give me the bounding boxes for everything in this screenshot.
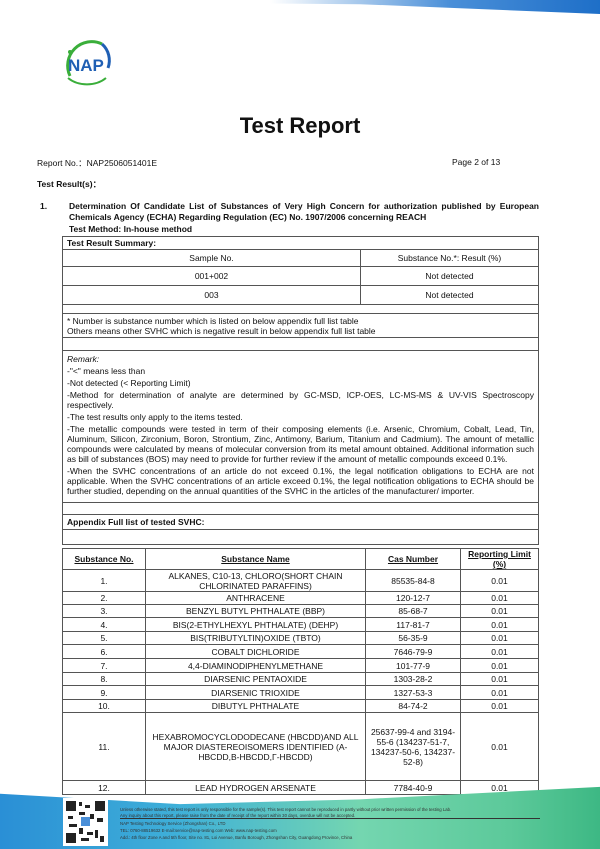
table-cell: 6. (62, 644, 146, 659)
table-cell: 0.01 (460, 604, 539, 618)
table-row: 003 Not detected (62, 285, 539, 305)
table-cell: 7646-79-9 (365, 644, 461, 659)
table-cell: 5. (62, 631, 146, 645)
col-header: Reporting Limit (%) (460, 548, 539, 570)
footer-disclaimer: Unless otherwise stated, this test repor… (120, 807, 452, 812)
table-cell: BIS(TRIBUTYLTIN)OXIDE (TBTO) (145, 631, 366, 645)
table-row: 12. LEAD HYDROGEN ARSENATE 7784-40-9 0.01 (62, 780, 539, 795)
table-row: 4. BIS(2-ETHYLHEXYL PHTHALATE) (DEHP) 117-… (62, 617, 539, 632)
table-cell: 11. (62, 712, 146, 781)
table-cell: 7. (62, 658, 146, 673)
table-cell: 0.01 (460, 712, 539, 781)
qr-code (63, 798, 108, 846)
table-row: 8. DIARSENIC PENTAOXIDE 1303-28-2 0.01 (62, 672, 539, 686)
page-number: Page 2 of 13 (452, 157, 501, 167)
section-number: 1. (40, 201, 48, 211)
table-row: 5. BIS(TRIBUTYLTIN)OXIDE (TBTO) 56-35-9 0.0… (62, 631, 539, 645)
table-cell: 0.01 (460, 672, 539, 686)
footer-disclaimer: Any inquiry about this report, please ra… (120, 813, 540, 819)
table-cell: 56-35-9 (365, 631, 461, 645)
table-cell: 1303-28-2 (365, 672, 461, 686)
table-cell: 4. (62, 617, 146, 632)
footer-contact: TEL: 0760-88519632 E-mail:service@nap-te… (120, 828, 277, 833)
table-cell: 0.01 (460, 569, 539, 592)
svg-text:NAP: NAP (68, 56, 104, 75)
table-cell: 10. (62, 699, 146, 713)
results-label: Test Result(s)： (37, 179, 102, 189)
col-header: Cas Number (365, 548, 461, 570)
svhc-table: Substance No. Substance Name Cas Number Rep… (62, 548, 539, 795)
table-cell: ANTHRACENE (145, 591, 366, 605)
table-cell: ALKANES, C10-13, CHLORO(SHORT CHAIN CHLO… (145, 569, 366, 592)
table-cell: 85-68-7 (365, 604, 461, 618)
table-row: 3. BENZYL BUTYL PHTHALATE (BBP) 85-68-7 0.0… (62, 604, 539, 618)
report-number: Report No.：NAP2506051401E (37, 158, 158, 168)
table-cell: DIARSENIC TRIOXIDE (145, 685, 366, 700)
table-row: 11. HEXABROMOCYCLODODECANE (HBCDD)AND ALL… (62, 712, 539, 781)
col-header: Substance No. (62, 548, 146, 570)
summary-notes: * Number is substance number which is li… (62, 313, 539, 338)
test-method: Test Method: In-house method (69, 224, 193, 234)
nap-logo: NAP (66, 40, 111, 86)
table-cell: BIS(2-ETHYLHEXYL PHTHALATE) (DEHP) (145, 617, 366, 632)
table-row: 10. DIBUTYL PHTHALATE 84-74-2 0.01 (62, 699, 539, 713)
table-cell: 0.01 (460, 631, 539, 645)
table-cell: 9. (62, 685, 146, 700)
table-cell: 117-81-7 (365, 617, 461, 632)
section-title: Determination Of Candidate List of Subst… (69, 201, 539, 222)
table-row: 7. 4,4-DIAMINODIPHENYLMETHANE 101-77-9 0.01 (62, 658, 539, 673)
footer-address: Add.: 4th floor Zone A and 5th floor, Si… (120, 835, 353, 840)
table-cell: LEAD HYDROGEN ARSENATE (145, 780, 366, 795)
col-header: Sample No. (62, 249, 361, 267)
table-cell: 0.01 (460, 685, 539, 700)
summary-table: Test Result Summary: Sample No. Substance… (62, 236, 539, 545)
table-cell: 1327-53-3 (365, 685, 461, 700)
col-header: Substance Name (145, 548, 366, 570)
page-title: Test Report (239, 113, 361, 138)
table-cell: 84-74-2 (365, 699, 461, 713)
table-row: 9. DIARSENIC TRIOXIDE 1327-53-3 0.01 (62, 685, 539, 700)
summary-title: Test Result Summary: (62, 236, 539, 250)
footer-company: NAP Testing Technology Service (Zhongsha… (120, 821, 226, 826)
table-cell: 25637-99-4 and 3194-55-6 (134237-51-7, 1… (365, 712, 461, 781)
table-cell: 101-77-9 (365, 658, 461, 673)
table-cell: 2. (62, 591, 146, 605)
table-row: 2. ANTHRACENE 120-12-7 0.01 (62, 591, 539, 605)
table-row: 6. COBALT DICHLORIDE 7646-79-9 0.01 (62, 644, 539, 659)
table-cell: 0.01 (460, 658, 539, 673)
table-cell: COBALT DICHLORIDE (145, 644, 366, 659)
table-cell: 0.01 (460, 644, 539, 659)
col-header: Substance No.*: Result (%) (360, 249, 539, 267)
appendix-title: Appendix Full list of tested SVHC: (62, 514, 539, 530)
table-cell: BENZYL BUTYL PHTHALATE (BBP) (145, 604, 366, 618)
table-row: 001+002 Not detected (62, 266, 539, 286)
table-cell: 4,4-DIAMINODIPHENYLMETHANE (145, 658, 366, 673)
table-row: 1. ALKANES, C10-13, CHLORO(SHORT CHAIN CH… (62, 569, 539, 592)
table-cell: 1. (62, 569, 146, 592)
table-cell: HEXABROMOCYCLODODECANE (HBCDD)AND ALL MA… (145, 712, 366, 781)
table-cell: 0.01 (460, 699, 539, 713)
remark-block: Remark: -"<" means less than -Not detecte… (62, 350, 539, 503)
header-decoration (0, 0, 600, 14)
table-cell: DIBUTYL PHTHALATE (145, 699, 366, 713)
table-cell: DIARSENIC PENTAOXIDE (145, 672, 366, 686)
table-cell: 120-12-7 (365, 591, 461, 605)
table-cell: 3. (62, 604, 146, 618)
table-cell: 8. (62, 672, 146, 686)
table-cell: 7784-40-9 (365, 780, 461, 795)
table-cell: 85535-84-8 (365, 569, 461, 592)
table-cell: 0.01 (460, 591, 539, 605)
table-cell: 12. (62, 780, 146, 795)
table-cell: 0.01 (460, 617, 539, 632)
